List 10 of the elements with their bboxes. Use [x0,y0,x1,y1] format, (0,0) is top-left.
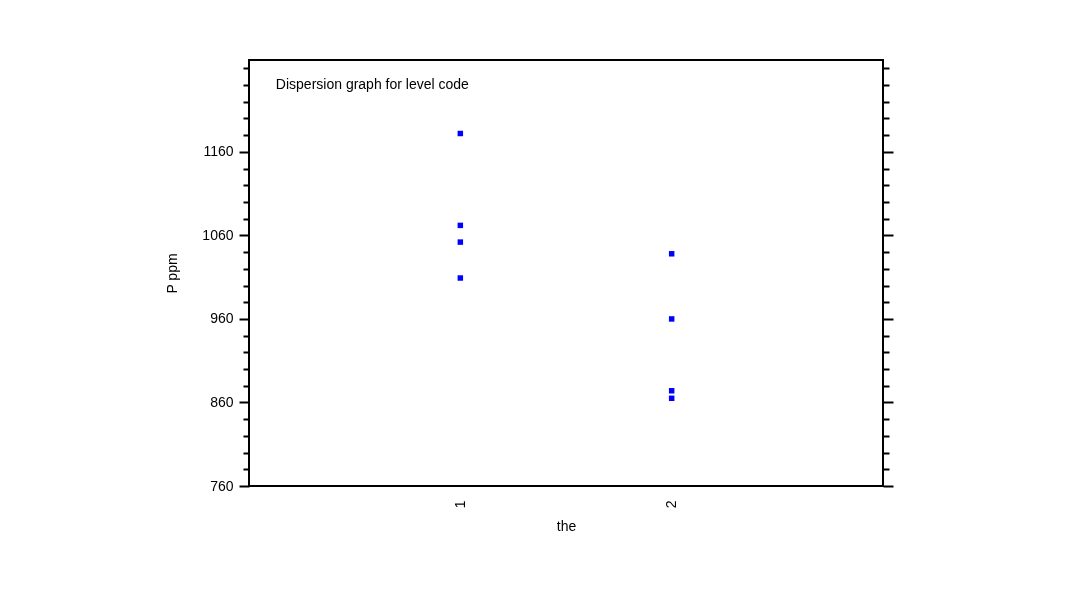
x-tick-label: 1 [451,500,468,509]
x-tick-label: 2 [663,500,680,509]
y-tick-label: 1060 [202,226,234,243]
x-axis-title: the [556,518,577,535]
y-tick-label: 960 [210,310,234,327]
y-axis-title: P ppm [164,253,181,294]
y-tick-label: 860 [210,393,234,410]
text: Dispersion graph for level code [275,76,470,92]
y-tick-label: 1160 [203,143,234,160]
y-tick-label: 760 [210,477,234,494]
